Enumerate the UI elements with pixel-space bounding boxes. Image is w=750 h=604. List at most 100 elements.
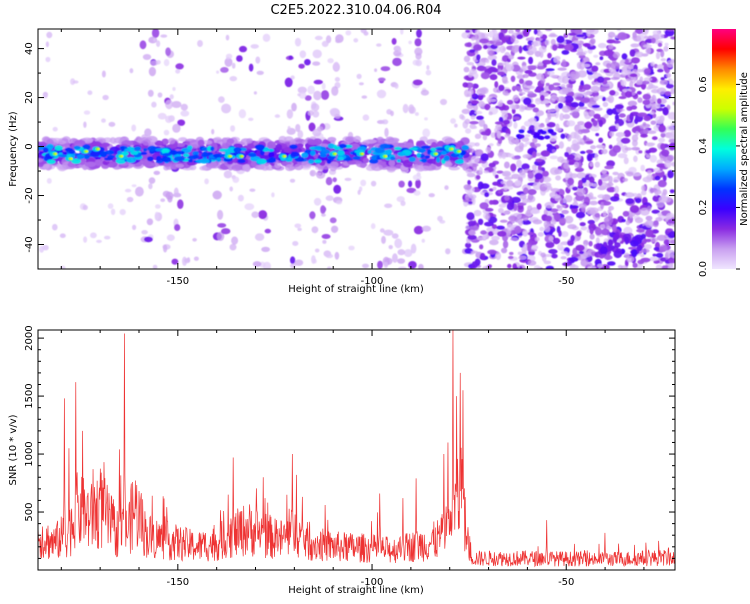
spectrogram-x-axis-label: Height of straight line (km): [288, 284, 424, 295]
spectrogram-cell: [514, 266, 519, 269]
spectrogram-cell: [469, 225, 479, 232]
y-tick-label: -40: [24, 236, 35, 252]
spectrogram-cell: [546, 110, 551, 117]
spectrogram-cell: [472, 163, 477, 172]
spectrogram-cell: [256, 70, 264, 75]
spectrogram-cell: [496, 225, 505, 230]
spectrogram-cell: [612, 51, 620, 59]
spectrogram-cell: [424, 117, 428, 121]
spectrogram-cell: [566, 83, 573, 89]
spectrogram-cell: [160, 156, 172, 162]
spectrogram-cell: [551, 149, 556, 153]
spectrogram-cell: [545, 82, 550, 87]
spectrogram-cell: [97, 148, 100, 150]
spectrogram-cell: [319, 153, 327, 158]
spectrogram-cell: [510, 237, 519, 241]
spectrogram-cell: [385, 136, 395, 143]
spectrogram-cell: [412, 79, 423, 86]
spectrogram-cell: [576, 230, 582, 237]
spectrogram-cell: [617, 264, 623, 269]
spectrogram-cell: [331, 225, 339, 233]
spectrogram-cell: [90, 151, 101, 157]
spectrogram-cell: [593, 96, 599, 102]
spectrogram-cell: [557, 243, 564, 251]
spectrogram-cell: [540, 94, 545, 101]
spectrogram-cell: [586, 30, 591, 37]
spectrogram-cell: [634, 217, 644, 224]
spectrogram-cell: [494, 81, 499, 88]
spectrogram-cell: [527, 171, 534, 179]
spectrogram-cell: [634, 234, 644, 242]
spectrogram-cell: [142, 54, 152, 60]
spectrogram-cell: [536, 65, 545, 70]
spectrogram-cell: [635, 29, 644, 35]
spectrogram-cell: [508, 255, 514, 260]
spectrogram-cell: [663, 63, 669, 72]
spectrogram-cell: [171, 258, 179, 265]
spectrogram-cell: [547, 71, 555, 76]
spectrogram-cell: [334, 113, 341, 119]
spectrogram-cell: [489, 74, 498, 81]
spectrogram-cell: [263, 261, 271, 269]
spectrogram-cell: [518, 91, 526, 95]
colorbar-tick-label: 0.6: [698, 76, 709, 92]
spectrogram-cell: [506, 232, 511, 238]
spectrogram-cell: [597, 263, 604, 268]
spectrogram-cell: [165, 115, 173, 124]
spectrogram-cell: [560, 231, 569, 238]
spectrogram-cell: [580, 195, 585, 200]
spectrogram-cell: [671, 161, 675, 167]
spectrogram-cell: [268, 156, 277, 163]
spectrogram-cell: [298, 92, 307, 99]
spectrogram-cell: [185, 138, 197, 143]
spectrogram-cell: [576, 34, 585, 38]
spectrogram-cell: [625, 198, 635, 205]
spectrogram-cell: [153, 38, 157, 42]
spectrogram-cell: [458, 150, 462, 153]
spectrogram-cell: [578, 84, 584, 91]
spectrogram-cell: [39, 245, 44, 253]
spectrogram-cell: [624, 236, 629, 245]
spectrogram-cell: [580, 258, 589, 267]
spectrogram-cell: [379, 143, 391, 149]
spectrogram-cell: [255, 164, 265, 170]
spectrogram-cell: [229, 243, 237, 251]
spectrogram-cell: [488, 162, 496, 168]
spectrogram-cell: [593, 54, 599, 58]
spectrogram-cell: [583, 252, 592, 258]
spectrogram-cell: [540, 252, 546, 258]
spectrogram-cell: [535, 73, 545, 81]
colorbar: 0.0 0.2 0.4 0.6 Normalized spectral amplitu…: [698, 29, 750, 277]
spectrogram-cell: [180, 110, 190, 117]
spectrogram-cell: [171, 101, 182, 108]
colorbar-ticks: 0.0 0.2 0.4 0.6: [698, 76, 740, 277]
spectrogram-cell: [614, 242, 621, 248]
spectrogram-cell: [255, 56, 261, 64]
spectrogram-cell: [362, 114, 370, 121]
spectrogram-cell: [502, 240, 509, 249]
spectrogram-cell: [627, 100, 638, 107]
spectrogram-cell: [463, 184, 472, 191]
spectrogram-cell: [332, 177, 337, 183]
spectrogram-cell: [274, 162, 281, 169]
spectrogram-cell: [599, 246, 608, 255]
spectrogram-cell: [638, 150, 643, 154]
spectrogram-cell: [585, 149, 594, 154]
spectrogram-cell: [236, 55, 243, 62]
spectrogram-cell: [600, 173, 610, 182]
spectrogram-cell: [643, 244, 652, 250]
spectrogram-cell: [666, 60, 674, 68]
spectrogram-cell: [175, 150, 185, 155]
spectrogram-cell: [652, 253, 657, 257]
spectrogram-cell: [642, 93, 651, 100]
spectrogram-cell: [54, 145, 63, 151]
spectrogram-cell: [487, 216, 498, 224]
spectrogram-cell: [559, 113, 564, 121]
spectrogram-cell: [241, 155, 244, 158]
spectrogram-cell: [540, 90, 545, 97]
spectrogram-cell: [312, 61, 321, 66]
spectrogram-cell: [506, 99, 514, 105]
spectrogram-cell: [436, 147, 448, 151]
snr-x-axis-label: Height of straight line (km): [288, 585, 424, 596]
spectrogram-cell: [465, 225, 470, 230]
